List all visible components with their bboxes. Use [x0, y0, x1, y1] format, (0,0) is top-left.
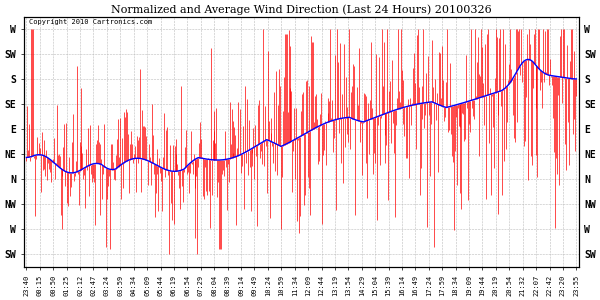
Title: Normalized and Average Wind Direction (Last 24 Hours) 20100326: Normalized and Average Wind Direction (L…: [111, 4, 492, 15]
Text: Copyright 2010 Cartronics.com: Copyright 2010 Cartronics.com: [29, 20, 152, 26]
